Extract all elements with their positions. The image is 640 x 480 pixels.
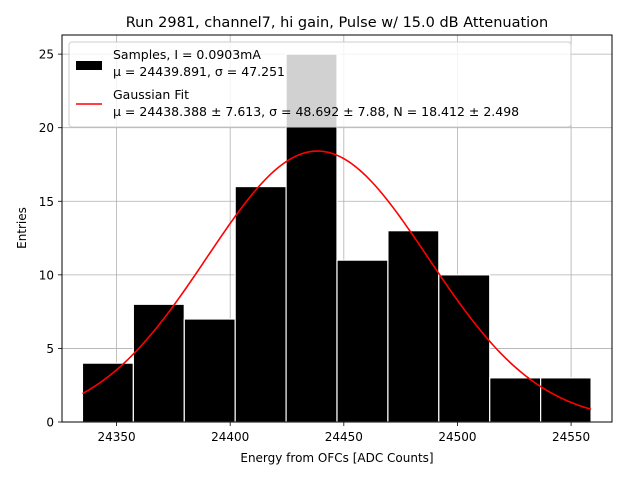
legend-fit-stats: μ = 24438.388 ± 7.613, σ = 48.692 ± 7.88… [113,104,519,119]
legend-samples-stats: μ = 24439.891, σ = 47.251 [113,64,285,79]
histogram-bar [489,377,542,423]
y-tick-label: 5 [46,342,54,356]
legend-samples-label: Samples, I = 0.0903mA [113,47,261,62]
chart-title: Run 2981, channel7, hi gain, Pulse w/ 15… [126,15,549,31]
y-axis-ticks: 0 5 10 15 20 25 [39,48,62,430]
legend-fit-label: Gaussian Fit [113,87,189,102]
y-tick-label: 0 [46,416,54,430]
histogram-bar [183,318,236,423]
y-tick-label: 10 [39,268,54,282]
y-tick-label: 20 [39,121,54,135]
x-tick-label: 24450 [325,430,363,444]
x-tick-label: 24550 [552,430,590,444]
x-axis-label: Energy from OFCs [ADC Counts] [240,451,433,465]
legend-box [68,41,572,128]
y-tick-label: 25 [39,48,54,62]
x-tick-label: 24400 [211,430,249,444]
gaussian-fit-line [82,150,592,411]
histogram-bar [387,230,440,423]
legend: Samples, I = 0.0903mA μ = 24439.891, σ =… [68,41,572,128]
y-axis-label: Entries [15,207,29,249]
y-tick-label: 15 [39,195,54,209]
histogram-bar [132,303,185,423]
histogram-bar [336,259,389,423]
histogram-bar [234,185,287,423]
x-tick-label: 24350 [97,430,135,444]
x-tick-label: 24500 [438,430,476,444]
x-axis-ticks: 24350 24400 24450 24500 24550 [97,422,590,444]
histogram-bar [438,274,491,423]
axes-frame [61,34,613,423]
legend-samples-swatch [76,61,102,70]
histogram-bar [81,362,134,423]
